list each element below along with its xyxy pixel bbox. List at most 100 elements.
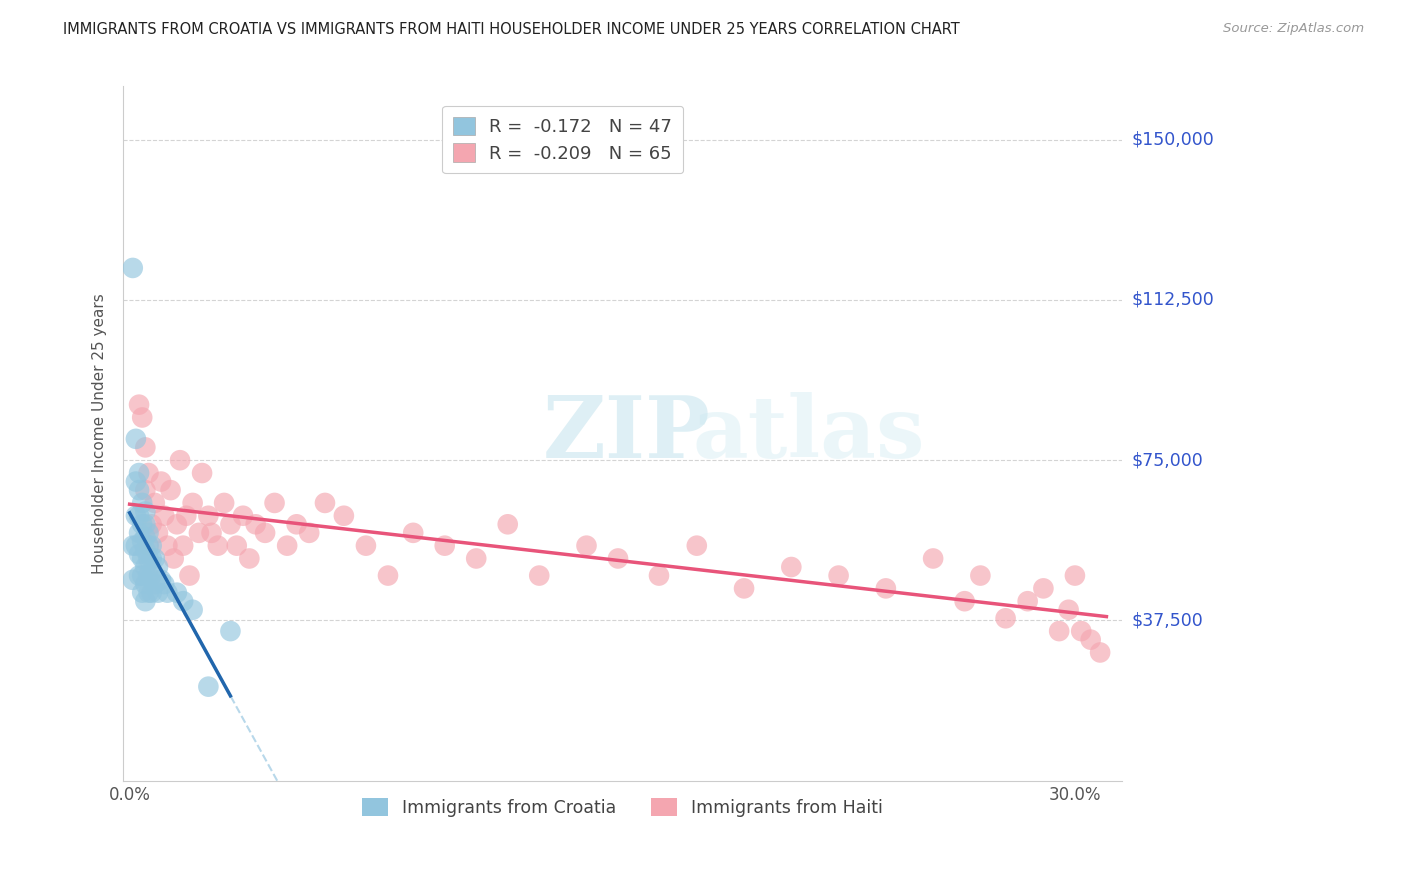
Point xyxy=(134,517,156,532)
Point xyxy=(138,568,160,582)
Point xyxy=(141,539,163,553)
Point xyxy=(298,525,321,540)
Point xyxy=(166,585,188,599)
Point xyxy=(134,483,156,497)
Point xyxy=(232,508,254,523)
Point xyxy=(121,573,143,587)
Point xyxy=(146,525,169,540)
Point xyxy=(276,539,298,553)
Point xyxy=(827,568,849,582)
Point xyxy=(134,594,156,608)
Point xyxy=(314,496,336,510)
Point xyxy=(146,585,169,599)
Point xyxy=(166,517,188,532)
Point xyxy=(969,568,991,582)
Point xyxy=(131,534,153,549)
Text: $75,000: $75,000 xyxy=(1132,451,1204,469)
Point xyxy=(433,539,456,553)
Point xyxy=(138,539,160,553)
Text: IMMIGRANTS FROM CROATIA VS IMMIGRANTS FROM HAITI HOUSEHOLDER INCOME UNDER 25 YEA: IMMIGRANTS FROM CROATIA VS IMMIGRANTS FR… xyxy=(63,22,960,37)
Point xyxy=(141,568,163,582)
Point xyxy=(1057,603,1080,617)
Point xyxy=(686,539,709,553)
Point xyxy=(176,508,198,523)
Point xyxy=(529,568,551,582)
Text: Source: ZipAtlas.com: Source: ZipAtlas.com xyxy=(1223,22,1364,36)
Point xyxy=(134,577,156,591)
Point xyxy=(172,539,194,553)
Point xyxy=(134,441,156,455)
Point xyxy=(143,496,166,510)
Point xyxy=(465,551,488,566)
Point xyxy=(131,496,153,510)
Point xyxy=(181,603,204,617)
Point xyxy=(191,466,214,480)
Y-axis label: Householder Income Under 25 years: Householder Income Under 25 years xyxy=(93,293,107,574)
Point xyxy=(607,551,630,566)
Point xyxy=(207,539,229,553)
Point xyxy=(134,504,156,518)
Point xyxy=(1088,645,1111,659)
Point xyxy=(354,539,377,553)
Point xyxy=(163,551,186,566)
Point xyxy=(169,453,191,467)
Point xyxy=(138,466,160,480)
Point xyxy=(134,560,156,574)
Point xyxy=(134,530,156,544)
Point xyxy=(131,410,153,425)
Point xyxy=(496,517,519,532)
Point xyxy=(146,560,169,574)
Point xyxy=(922,551,945,566)
Point xyxy=(181,496,204,510)
Point xyxy=(197,680,219,694)
Point xyxy=(128,483,150,497)
Point xyxy=(179,568,201,582)
Point xyxy=(953,594,976,608)
Point xyxy=(172,594,194,608)
Point xyxy=(402,525,425,540)
Text: atlas: atlas xyxy=(693,392,925,475)
Point xyxy=(575,539,598,553)
Point xyxy=(254,525,277,540)
Point xyxy=(219,624,242,639)
Point xyxy=(1017,594,1039,608)
Point xyxy=(141,585,163,599)
Point xyxy=(733,582,755,596)
Point xyxy=(150,475,173,489)
Point xyxy=(143,551,166,566)
Point xyxy=(138,539,160,553)
Point xyxy=(125,475,148,489)
Point xyxy=(875,582,897,596)
Text: ZIP: ZIP xyxy=(543,392,710,475)
Point xyxy=(125,508,148,523)
Point xyxy=(141,551,163,566)
Point xyxy=(1047,624,1070,639)
Point xyxy=(245,517,267,532)
Point xyxy=(138,585,160,599)
Point xyxy=(238,551,260,566)
Point xyxy=(125,539,148,553)
Point xyxy=(134,543,156,558)
Point xyxy=(333,508,356,523)
Point xyxy=(131,568,153,582)
Point xyxy=(138,525,160,540)
Point xyxy=(285,517,308,532)
Point xyxy=(143,577,166,591)
Point xyxy=(121,539,143,553)
Point xyxy=(197,508,219,523)
Point xyxy=(648,568,671,582)
Point xyxy=(225,539,247,553)
Point xyxy=(263,496,285,510)
Point xyxy=(1080,632,1102,647)
Point xyxy=(200,525,222,540)
Point xyxy=(780,560,803,574)
Point xyxy=(377,568,399,582)
Point xyxy=(159,483,181,497)
Point xyxy=(153,508,176,523)
Point xyxy=(138,551,160,566)
Point xyxy=(141,517,163,532)
Point xyxy=(128,547,150,561)
Point xyxy=(212,496,235,510)
Point xyxy=(153,577,176,591)
Point xyxy=(1070,624,1092,639)
